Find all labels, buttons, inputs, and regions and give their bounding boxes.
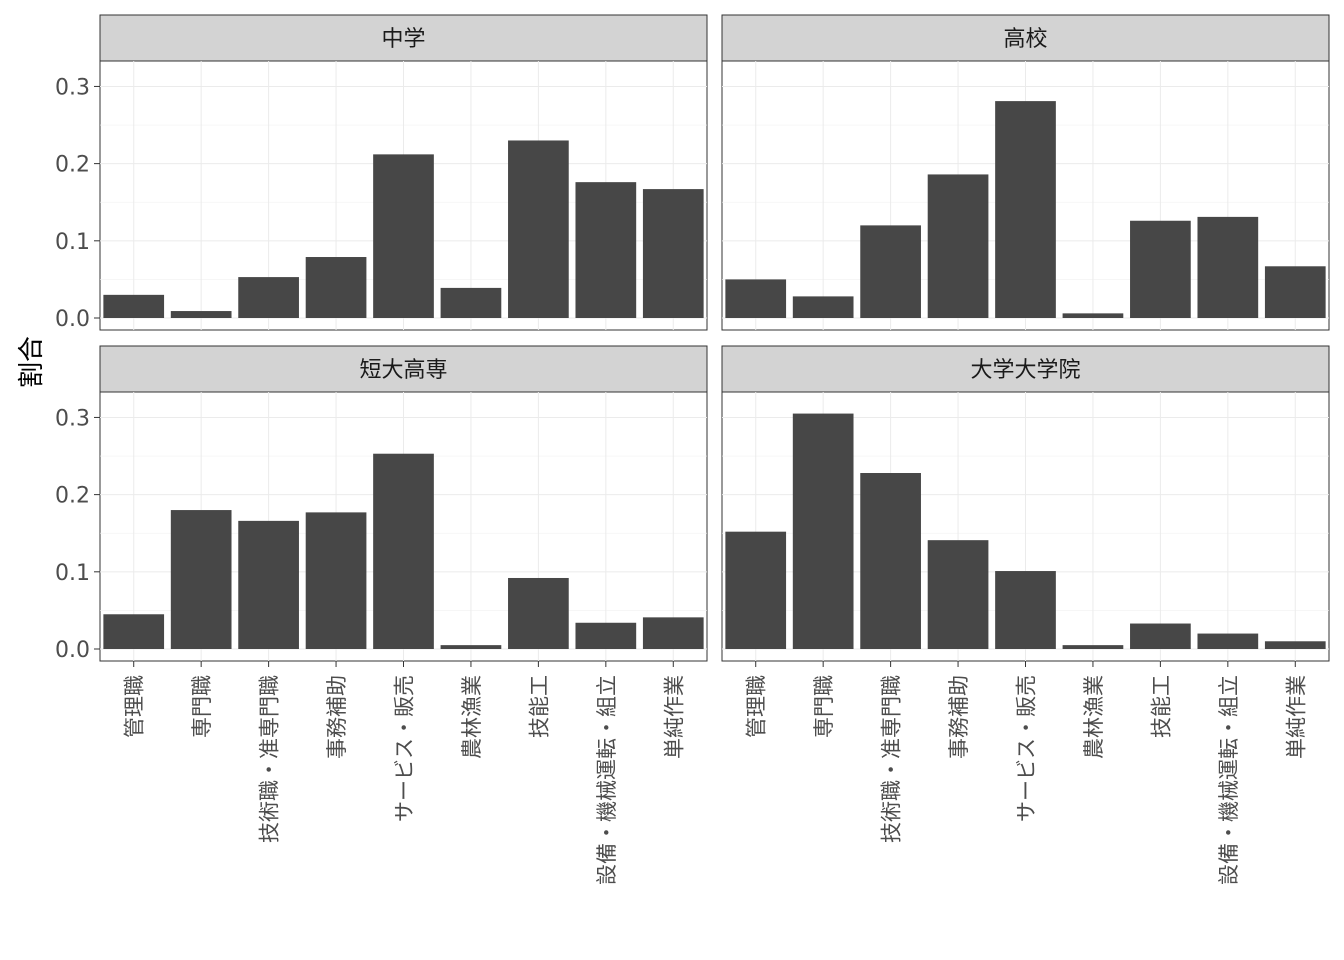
bar: 管理職: 0.045 — [103, 614, 165, 649]
bar: サービス・販売: 0.101 — [995, 571, 1056, 649]
x-tick-label: 管理職 — [745, 675, 769, 738]
facet-strip — [721, 345, 1330, 393]
y-tick-label: 0.3 — [55, 75, 90, 100]
bar: 単純作業: 0.01 — [1264, 641, 1326, 649]
x-tick-label: 設備・機械運転・組立 — [595, 675, 619, 885]
bar: 設備・機械運転・組立: 0.02 — [1197, 633, 1259, 649]
bar: サービス・販売: 0.253 — [373, 453, 434, 649]
y-tick-label: 0.0 — [55, 307, 90, 332]
bar: 農林漁業: 0.005 — [440, 645, 502, 649]
x-tick-label: サービス・販売 — [1015, 675, 1039, 822]
x-tick-label: 設備・機械運転・組立 — [1217, 675, 1241, 885]
bar: 農林漁業: 0.039 — [440, 287, 502, 318]
bar: 事務補助: 0.177 — [305, 512, 367, 649]
facet-strip — [99, 345, 708, 393]
facet-strip-label: 大学大学院 — [970, 358, 1080, 383]
bar: 技術職・准専門職: 0.12 — [860, 225, 921, 318]
bar: 農林漁業: 0.005 — [1062, 645, 1124, 649]
x-tick-label: 専門職 — [190, 675, 214, 738]
bar: 農林漁業: 0.006 — [1062, 313, 1124, 318]
y-tick-label: 0.3 — [55, 406, 90, 431]
bar: 管理職: 0.05 — [725, 279, 787, 318]
y-tick-label: 0.2 — [55, 153, 90, 178]
facet-strip-label: 短大高専 — [359, 358, 447, 383]
facet-strip-label: 高校 — [1003, 27, 1047, 52]
x-tick-label: 技術職・准専門職 — [880, 675, 904, 843]
bar: 設備・機械運転・組立: 0.176 — [575, 182, 637, 318]
facet-strip-label: 中学 — [381, 27, 425, 52]
x-tick-label: 技術職・准専門職 — [258, 675, 282, 843]
bar: 技術職・准専門職: 0.166 — [238, 520, 299, 649]
facet-strip — [721, 14, 1330, 62]
x-tick-label: 技能工 — [527, 675, 551, 738]
x-tick-label: 単純作業 — [662, 675, 686, 759]
bar: 単純作業: 0.067 — [1264, 266, 1326, 318]
bar: 管理職: 0.152 — [725, 531, 787, 649]
y-tick-label: 0.2 — [55, 484, 90, 509]
y-tick-label: 0.1 — [55, 230, 90, 255]
x-tick-label: 農林漁業 — [460, 675, 484, 759]
bar: 設備・機械運転・組立: 0.034 — [575, 622, 637, 649]
x-tick-label: 事務補助 — [947, 675, 971, 759]
bar: サービス・販売: 0.212 — [373, 154, 434, 318]
bar: 専門職: 0.18 — [170, 510, 232, 649]
x-tick-label: 農林漁業 — [1082, 675, 1106, 759]
y-tick-label: 0.1 — [55, 561, 90, 586]
bar: 技能工: 0.033 — [1130, 623, 1191, 649]
bar: 技能工: 0.092 — [508, 577, 569, 649]
x-tick-label: 単純作業 — [1284, 675, 1308, 759]
bar: 専門職: 0.009 — [170, 311, 232, 318]
bar: 単純作業: 0.167 — [642, 189, 704, 318]
bar: 事務補助: 0.079 — [305, 257, 367, 318]
bar: 管理職: 0.03 — [103, 294, 165, 318]
x-tick-label: 事務補助 — [325, 675, 349, 759]
bar: 単純作業: 0.041 — [642, 617, 704, 649]
facet-panel: 中学管理職: 0.03 専門職: 0.009 技術職・准専門職: 0.053事務補助… — [55, 14, 708, 332]
y-tick-label: 0.0 — [55, 638, 90, 663]
x-tick-label: 技能工 — [1149, 675, 1173, 738]
x-tick-label: サービス・販売 — [393, 675, 417, 822]
bar: 事務補助: 0.186 — [927, 174, 989, 318]
x-tick-label: 専門職 — [812, 675, 836, 738]
bar: サービス・販売: 0.281 — [995, 101, 1056, 319]
facet-panel: 高校管理職: 0.05専門職: 0.028 技術職・准専門職: 0.12事務補助:… — [721, 14, 1330, 331]
bar: 技術職・准専門職: 0.228 — [860, 473, 921, 649]
x-tick-label: 管理職 — [123, 675, 147, 738]
y-axis-title: 割合 — [17, 336, 47, 388]
bar: 専門職: 0.305 — [792, 413, 854, 649]
bar: 技能工: 0.126 — [1130, 220, 1191, 318]
bar: 技術職・准専門職: 0.053 — [238, 277, 299, 318]
bar: 設備・機械運転・組立: 0.131 — [1197, 216, 1259, 318]
bar: 技能工: 0.23 — [508, 140, 569, 318]
bar: 専門職: 0.028 — [792, 296, 854, 318]
facet-panels: 中学管理職: 0.03専門職: 0.009技術職・准専門職: 0.053事務補助… — [55, 14, 1330, 885]
bar: 事務補助: 0.141 — [927, 540, 989, 649]
facet-panel: 短大高専管理職: 0.045専門職: 0.18技術職・准専門職: 0.166事務… — [55, 345, 708, 885]
facet-strip — [99, 14, 708, 62]
